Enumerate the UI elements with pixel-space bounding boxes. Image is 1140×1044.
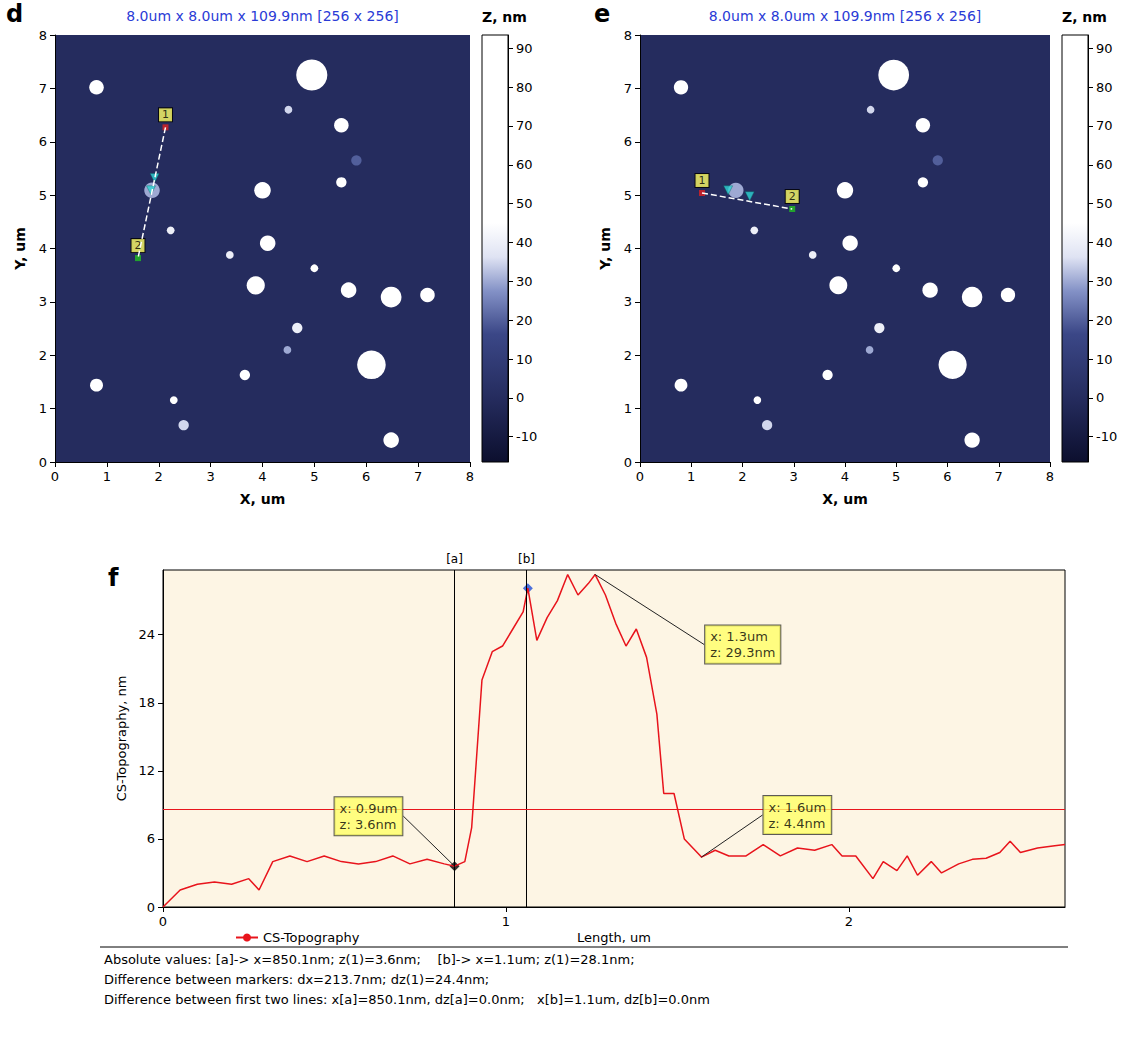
svg-text:2: 2	[155, 469, 163, 484]
svg-text:0: 0	[624, 455, 632, 470]
svg-text:e: e	[594, 0, 610, 28]
svg-text:4: 4	[258, 469, 266, 484]
svg-text:Y, um: Y, um	[12, 227, 28, 271]
svg-text:1: 1	[502, 914, 510, 929]
svg-text:20: 20	[516, 313, 533, 328]
svg-text:8: 8	[39, 28, 47, 43]
svg-text:3: 3	[790, 469, 798, 484]
svg-text:5: 5	[624, 188, 632, 203]
svg-text:X, um: X, um	[240, 491, 286, 507]
svg-text:60: 60	[516, 157, 533, 172]
svg-text:2: 2	[39, 348, 47, 363]
svg-text:80: 80	[1096, 80, 1113, 95]
svg-text:0: 0	[147, 900, 155, 915]
svg-text:7: 7	[414, 469, 422, 484]
svg-text:18: 18	[138, 695, 155, 710]
svg-text:6: 6	[624, 134, 632, 149]
svg-text:70: 70	[1096, 118, 1113, 133]
svg-text:5: 5	[310, 469, 318, 484]
svg-text:-10: -10	[1096, 429, 1117, 444]
svg-text:Difference between markers: dx: Difference between markers: dx=213.7nm; …	[104, 972, 489, 987]
svg-text:0: 0	[39, 455, 47, 470]
svg-text:f: f	[108, 564, 119, 592]
svg-text:2: 2	[134, 239, 142, 253]
svg-text:12: 12	[138, 763, 155, 778]
svg-text:z: 3.6nm: z: 3.6nm	[340, 817, 397, 832]
svg-text:0: 0	[159, 914, 167, 929]
svg-text:7: 7	[995, 469, 1003, 484]
svg-text:8.0um x 8.0um x 109.9nm [256 x: 8.0um x 8.0um x 109.9nm [256 x 256]	[709, 8, 982, 24]
svg-text:4: 4	[39, 241, 47, 256]
svg-text:10: 10	[516, 352, 533, 367]
svg-text:Difference between first two l: Difference between first two lines: x[a]…	[104, 992, 710, 1007]
svg-text:90: 90	[1096, 41, 1113, 56]
svg-text:7: 7	[624, 81, 632, 96]
svg-text:0: 0	[516, 390, 524, 405]
svg-text:d: d	[6, 0, 23, 28]
svg-text:1: 1	[39, 401, 47, 416]
svg-text:4: 4	[624, 241, 632, 256]
svg-text:3: 3	[624, 294, 632, 309]
svg-text:8: 8	[1046, 469, 1054, 484]
svg-text:[a]: [a]	[446, 552, 463, 566]
svg-text:10: 10	[1096, 352, 1113, 367]
svg-text:Absolute values: [a]-> x=850.1: Absolute values: [a]-> x=850.1nm; z(1)=3…	[104, 952, 635, 967]
svg-text:z: 29.3nm: z: 29.3nm	[710, 645, 775, 660]
svg-text:-10: -10	[516, 429, 537, 444]
svg-text:60: 60	[1096, 157, 1113, 172]
svg-text:CS-Topography: CS-Topography	[263, 930, 360, 945]
svg-text:0: 0	[636, 469, 644, 484]
svg-text:80: 80	[516, 80, 533, 95]
svg-text:2: 2	[738, 469, 746, 484]
svg-text:8: 8	[624, 28, 632, 43]
svg-text:7: 7	[39, 81, 47, 96]
svg-text:3: 3	[39, 294, 47, 309]
svg-text:Y, um: Y, um	[597, 227, 613, 271]
svg-text:Z, nm: Z, nm	[1062, 9, 1107, 25]
svg-text:30: 30	[516, 274, 533, 289]
svg-text:x: 1.3um: x: 1.3um	[710, 629, 768, 644]
svg-text:6: 6	[147, 831, 155, 846]
svg-text:0: 0	[51, 469, 59, 484]
svg-text:50: 50	[1096, 196, 1113, 211]
svg-text:X, um: X, um	[822, 491, 868, 507]
svg-text:24: 24	[138, 627, 155, 642]
svg-text:6: 6	[943, 469, 951, 484]
svg-text:z: 4.4nm: z: 4.4nm	[768, 816, 825, 831]
svg-text:40: 40	[1096, 235, 1113, 250]
svg-text:2: 2	[624, 348, 632, 363]
svg-text:x: 1.6um: x: 1.6um	[768, 800, 826, 815]
svg-text:40: 40	[516, 235, 533, 250]
svg-text:Length, um: Length, um	[577, 930, 651, 945]
svg-text:1: 1	[162, 108, 169, 121]
svg-text:5: 5	[892, 469, 900, 484]
svg-text:2: 2	[845, 914, 853, 929]
svg-text:CS-Topography, nm: CS-Topography, nm	[114, 676, 129, 802]
svg-text:1: 1	[103, 469, 111, 484]
svg-text:50: 50	[516, 196, 533, 211]
svg-text:[b]: [b]	[518, 552, 535, 566]
svg-text:5: 5	[39, 188, 47, 203]
svg-text:8.0um x 8.0um x 109.9nm [256 x: 8.0um x 8.0um x 109.9nm [256 x 256]	[126, 8, 399, 24]
svg-text:Z, nm: Z, nm	[482, 9, 527, 25]
svg-text:0: 0	[1096, 390, 1104, 405]
svg-text:20: 20	[1096, 313, 1113, 328]
svg-text:1: 1	[699, 174, 706, 187]
svg-text:90: 90	[516, 41, 533, 56]
svg-text:30: 30	[1096, 274, 1113, 289]
svg-text:1: 1	[687, 469, 695, 484]
svg-text:6: 6	[39, 134, 47, 149]
svg-text:8: 8	[466, 469, 474, 484]
svg-text:x: 0.9um: x: 0.9um	[340, 801, 398, 816]
svg-text:3: 3	[206, 469, 214, 484]
svg-text:70: 70	[516, 118, 533, 133]
svg-text:1: 1	[624, 401, 632, 416]
svg-text:4: 4	[841, 469, 849, 484]
svg-text:2: 2	[789, 190, 796, 203]
svg-text:6: 6	[362, 469, 370, 484]
